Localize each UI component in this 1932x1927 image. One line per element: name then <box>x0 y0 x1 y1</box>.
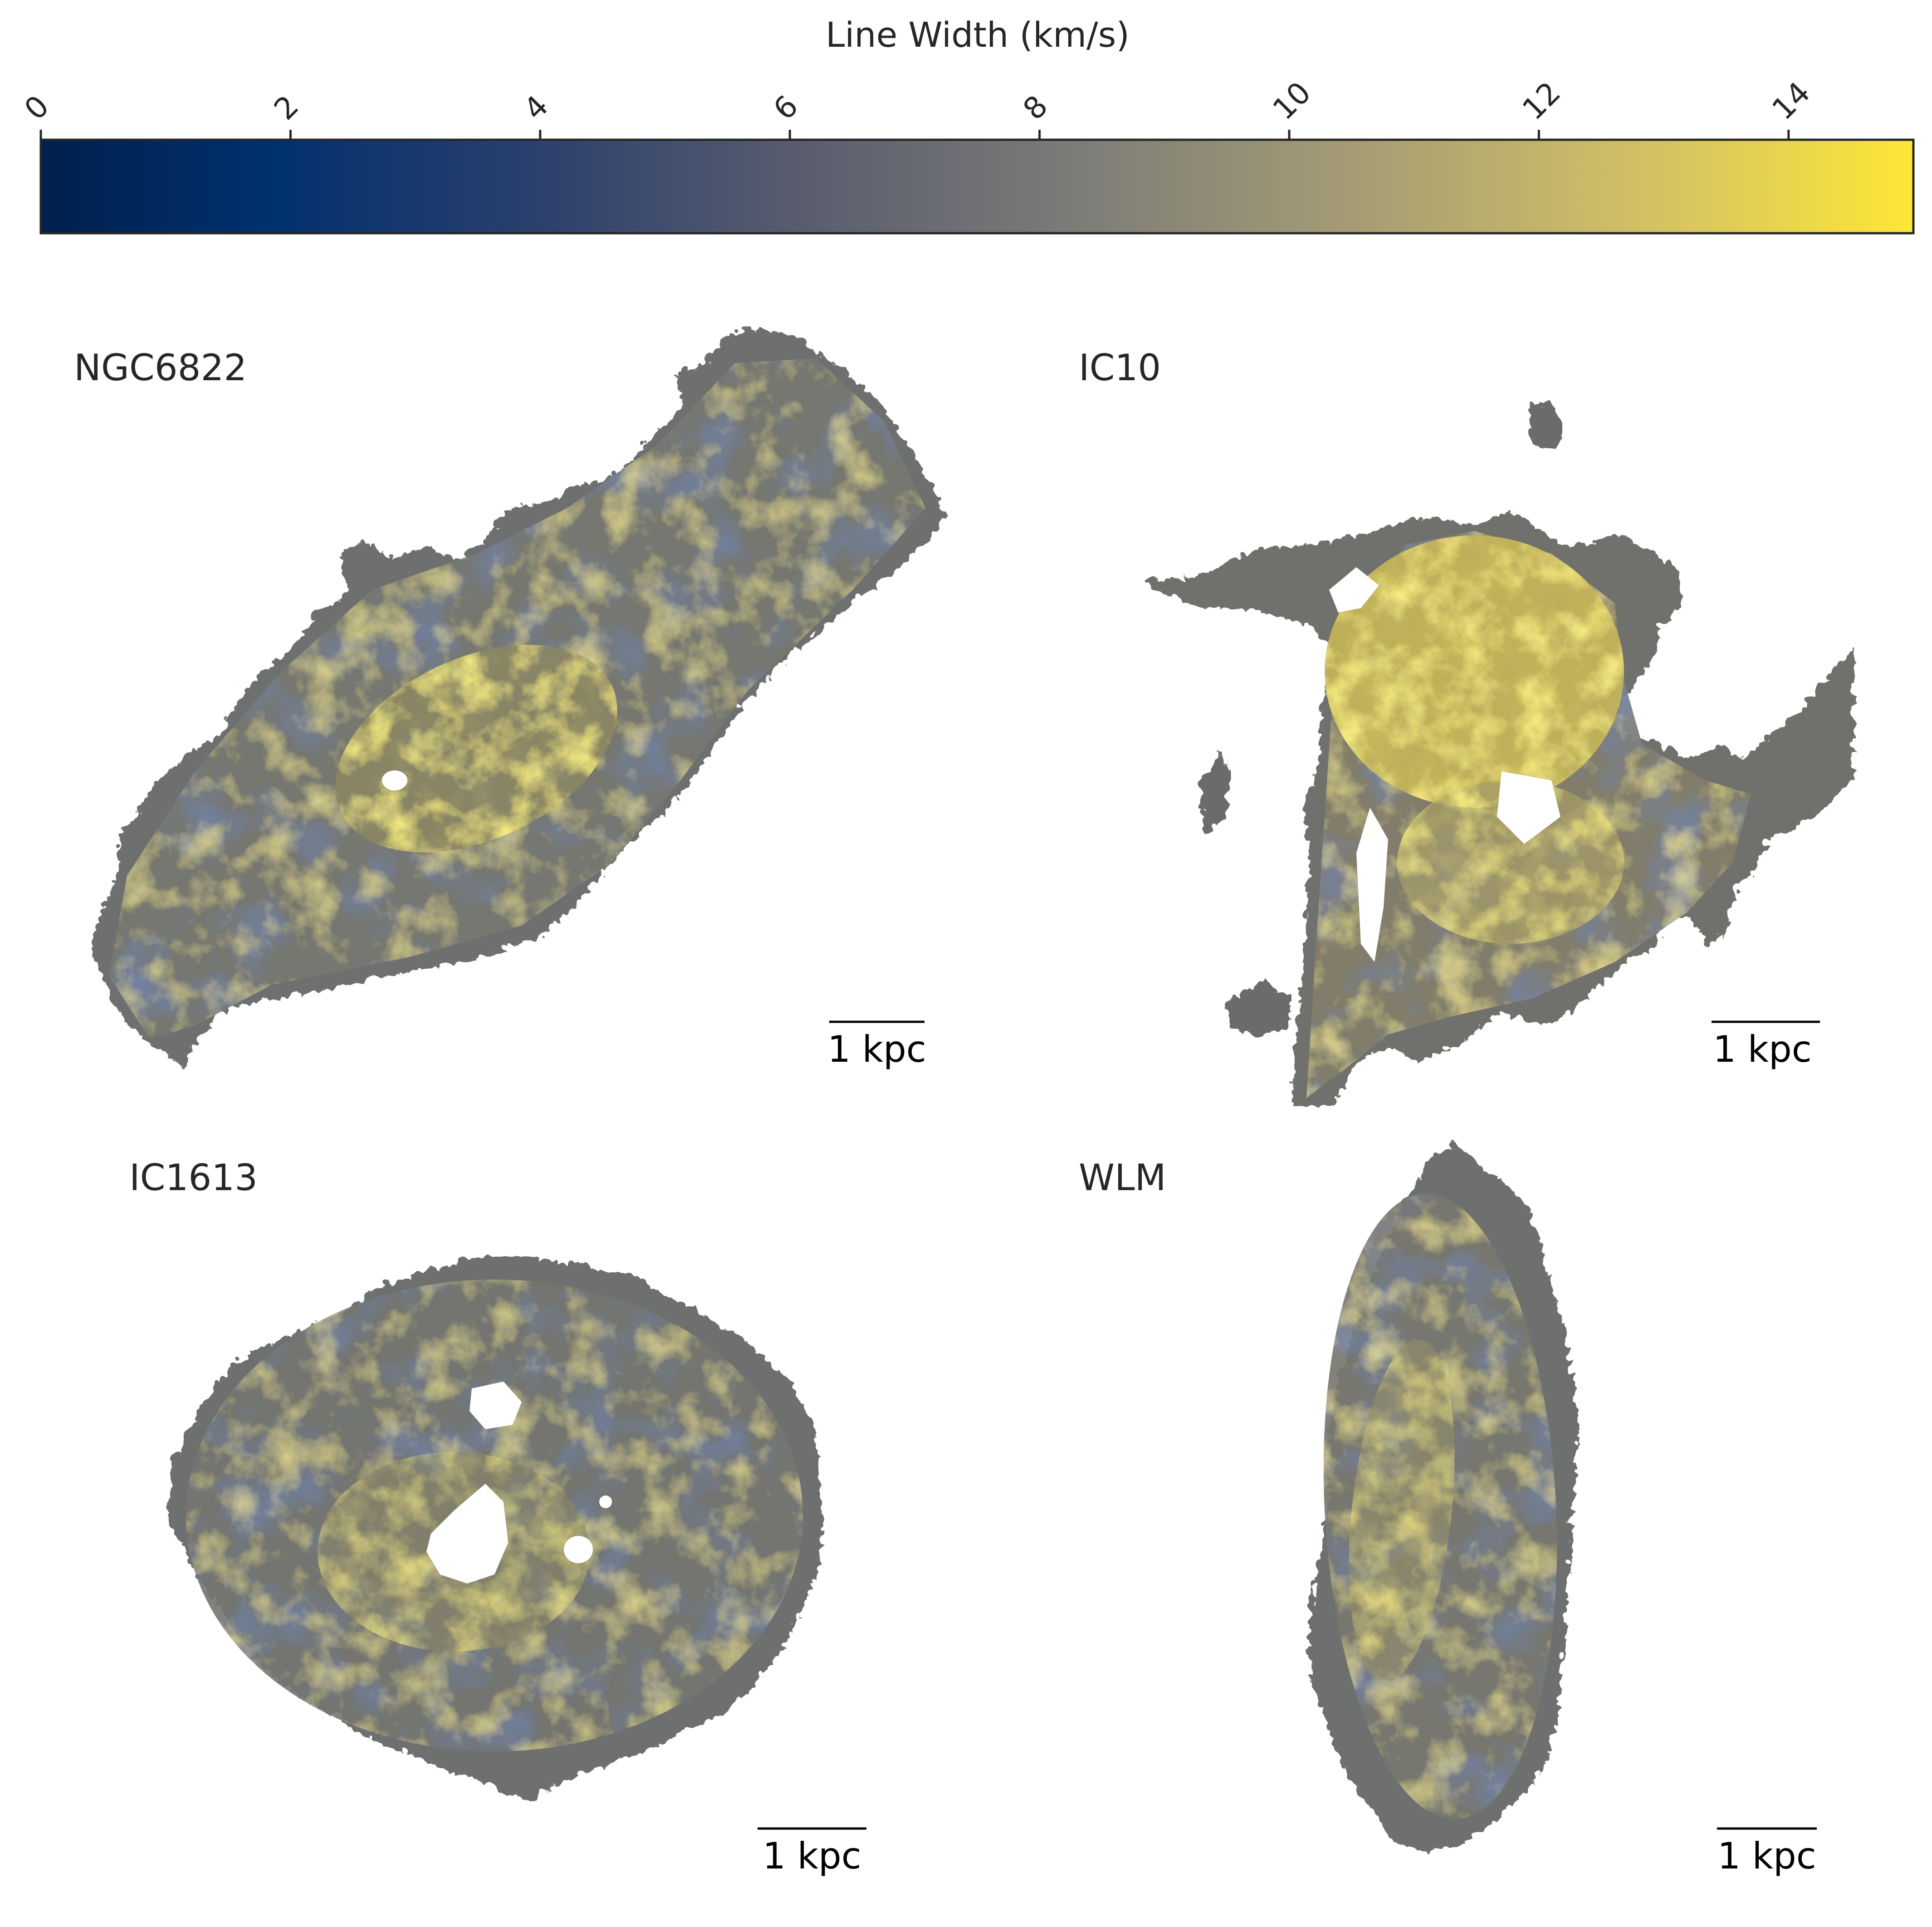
scale-bar-label: 1 kpc <box>827 1028 926 1070</box>
panel-title: IC1613 <box>129 1157 258 1199</box>
colorbar-tick-label: 10 <box>1266 75 1318 127</box>
panel-title: IC10 <box>1079 347 1161 389</box>
panel-title: WLM <box>1079 1157 1166 1199</box>
panel-ic10: IC10 1 kpc <box>1079 347 1851 1103</box>
scale-bar-label: 1 kpc <box>1713 1028 1811 1070</box>
galaxy-map-ngc6822 <box>88 324 946 1064</box>
colorbar-tick-label: 8 <box>1016 88 1054 127</box>
panel-ic1613: IC1613 1 kpc <box>129 1157 866 1877</box>
colorbar-label: Line Width (km/s) <box>826 15 1130 55</box>
colorbar-gradient <box>39 138 1915 235</box>
colorbar-ticks: 0 2 4 6 8 10 12 14 <box>18 75 1817 140</box>
galaxy-map-ic1613 <box>163 1252 821 1797</box>
scale-bar: 1 kpc <box>1717 1827 1817 1877</box>
galaxy-map-wlm <box>1306 1139 1574 1851</box>
colorbar: Line Width (km/s) 0 2 4 6 8 10 12 14 <box>18 15 1915 235</box>
scale-bar: 1 kpc <box>1712 1020 1820 1070</box>
colorbar-tick-label: 14 <box>1766 75 1817 127</box>
scale-bar: 1 kpc <box>827 1020 926 1070</box>
panel-ngc6822: NGC6822 1 kpc <box>74 324 946 1070</box>
colorbar-tick-label: 4 <box>517 88 555 127</box>
colorbar-tick-label: 0 <box>18 88 56 127</box>
scale-bar-label: 1 kpc <box>1717 1835 1816 1877</box>
colorbar-tick-label: 12 <box>1516 75 1567 127</box>
colorbar-tick-label: 2 <box>267 88 305 127</box>
panel-title: NGC6822 <box>74 347 247 389</box>
scale-bar-label: 1 kpc <box>763 1835 861 1877</box>
panel-wlm: WLM 1 kpc <box>1079 1139 1817 1877</box>
galaxy-map-ic10 <box>1143 399 1851 1103</box>
scale-bar: 1 kpc <box>758 1827 866 1877</box>
colorbar-tick-label: 6 <box>767 88 805 127</box>
